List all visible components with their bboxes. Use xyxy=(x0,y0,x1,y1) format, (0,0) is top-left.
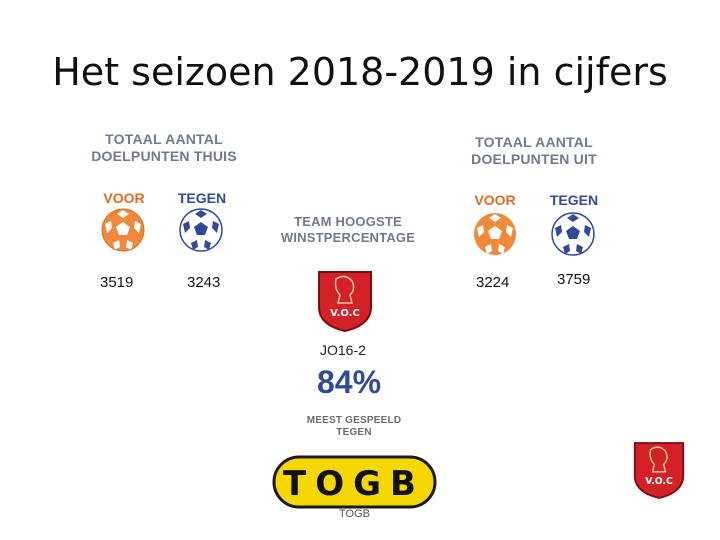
thuis-heading-line1: TOTAAL AANTAL xyxy=(105,131,223,147)
crest-text: V.O.C xyxy=(330,308,360,319)
page-title: Het seizoen 2018-2019 in cijfers xyxy=(52,50,668,94)
orange-soccer-ball-icon xyxy=(474,213,516,255)
uit-heading-line1: TOTAAL AANTAL xyxy=(475,134,593,150)
meest-heading-line1: MEEST GESPEELD xyxy=(306,415,402,426)
winst-percentage: 84% xyxy=(317,364,382,400)
uit-tegen-label: TEGEN xyxy=(549,192,599,208)
thuis-voor-value: 3519 xyxy=(100,274,134,291)
winst-heading-line1: TEAM HOOGSTE xyxy=(294,214,402,229)
thuis-heading: TOTAAL AANTAL DOELPUNTEN THUIS xyxy=(80,131,248,165)
thuis-voor-label: VOOR xyxy=(103,190,145,206)
meest-heading-line2: TEGEN xyxy=(336,427,372,438)
togb-logo: TOGB xyxy=(272,455,437,509)
uit-tegen-value: 3759 xyxy=(557,271,591,288)
blue-soccer-ball-icon xyxy=(551,212,595,256)
uit-voor-label: VOOR xyxy=(474,192,516,208)
winst-heading: TEAM HOOGSTE WINSTPERCENTAGE xyxy=(266,214,430,246)
orange-soccer-ball-icon xyxy=(101,208,145,252)
meest-heading: MEEST GESPEELD TEGEN xyxy=(296,415,412,439)
thuis-heading-line2: DOELPUNTEN THUIS xyxy=(91,148,237,164)
uit-voor-value: 3224 xyxy=(476,274,510,291)
blue-soccer-ball-icon xyxy=(179,208,223,252)
winst-team: JO16-2 xyxy=(320,342,366,358)
winst-heading-line2: WINSTPERCENTAGE xyxy=(280,230,416,245)
voc-crest-logo-corner: V.O.C xyxy=(633,442,685,499)
thuis-tegen-value: 3243 xyxy=(187,274,221,291)
voc-crest-logo: V.O.C xyxy=(318,271,372,333)
crest-text-corner: V.O.C xyxy=(645,476,673,487)
thuis-tegen-label: TEGEN xyxy=(177,190,227,206)
uit-heading: TOTAAL AANTAL DOELPUNTEN UIT xyxy=(456,134,612,168)
togb-logo-text: TOGB xyxy=(283,464,425,504)
uit-heading-line2: DOELPUNTEN UIT xyxy=(471,151,597,167)
meest-team: TOGB xyxy=(339,508,370,520)
